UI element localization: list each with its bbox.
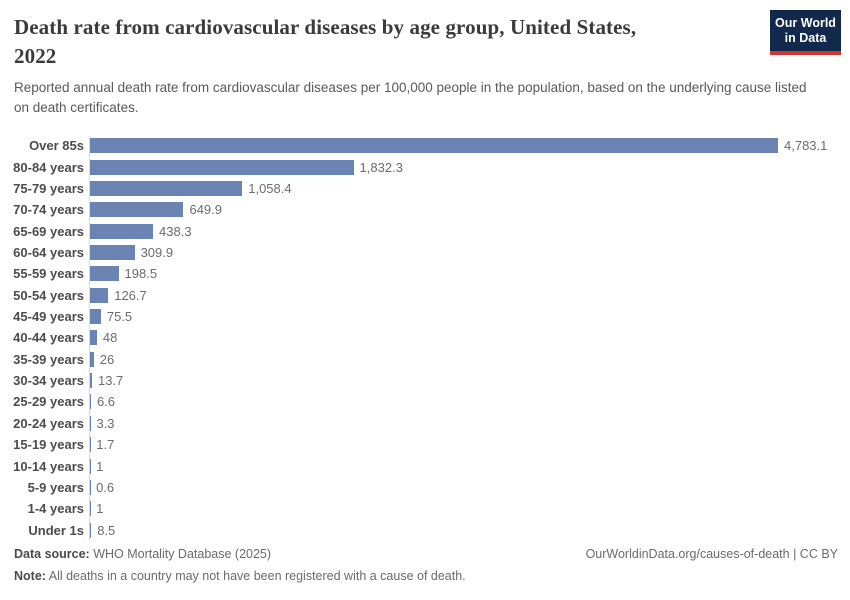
category-label: 80-84 years: [13, 159, 84, 175]
value-label: 309.9: [140, 244, 174, 260]
value-label: 649.9: [189, 202, 223, 218]
bar: [90, 373, 92, 389]
category-label: 5-9 years: [27, 479, 84, 495]
bar: [90, 159, 354, 175]
value-label: 3.3: [96, 415, 115, 431]
bar: [90, 223, 154, 239]
value-label: 126.7: [114, 287, 147, 303]
bar: [90, 330, 97, 346]
category-label: Under 1s: [28, 522, 84, 538]
value-label: 48: [102, 330, 118, 346]
footer-source-line: Data source: WHO Mortality Database (202…: [14, 543, 838, 565]
category-label: 35-39 years: [13, 351, 84, 367]
chart-rows: Over 85s 4,783.1 80-84 years 1,832.3 75-79 y…: [0, 135, 850, 541]
bar: [90, 394, 91, 410]
bar-row: 20-24 years 3.3: [0, 413, 850, 434]
value-label: 8.5: [97, 522, 116, 538]
y-axis-line: [89, 136, 90, 540]
data-source-label: Data source:: [14, 547, 90, 561]
value-label: 1.7: [96, 437, 115, 453]
bar: [90, 202, 184, 218]
bar-row: Over 85s 4,783.1: [0, 135, 850, 156]
value-label: 1: [96, 458, 104, 474]
bar: [90, 522, 92, 538]
chart-footer: Data source: WHO Mortality Database (202…: [14, 543, 838, 587]
value-label: 6.6: [96, 394, 116, 410]
value-label: 26: [99, 351, 115, 367]
bar-row: 15-19 years 1.7: [0, 434, 850, 455]
bar: [90, 287, 109, 303]
owid-logo-line2: in Data: [784, 31, 827, 45]
bar-row: 60-64 years 309.9: [0, 242, 850, 263]
value-label: 198.5: [124, 266, 158, 282]
data-source-text: WHO Mortality Database (2025): [89, 547, 272, 561]
category-label: 45-49 years: [13, 309, 84, 325]
bar-row: 70-74 years 649.9: [0, 199, 850, 220]
bar-row: Under 1s 8.5: [0, 519, 850, 540]
category-label: 10-14 years: [13, 458, 84, 474]
bar-row: 35-39 years 26: [0, 349, 850, 370]
category-label: Over 85s: [29, 138, 84, 154]
bar-row: 1-4 years 1: [0, 498, 850, 519]
page-title-line2: 2022: [14, 44, 57, 68]
bar-row: 50-54 years 126.7: [0, 285, 850, 306]
category-label: 25-29 years: [13, 394, 84, 410]
bar: [90, 351, 94, 367]
bar-row: 10-14 years 1: [0, 455, 850, 476]
footer-note-line: Note: All deaths in a country may not ha…: [14, 565, 838, 587]
bar: [90, 266, 119, 282]
note-text: All deaths in a country may not have bee…: [45, 569, 466, 583]
category-label: 15-19 years: [13, 437, 84, 453]
owid-logo[interactable]: Our World in Data: [770, 10, 841, 55]
category-label: 30-34 years: [13, 373, 84, 389]
bar-row: 30-34 years 13.7: [0, 370, 850, 391]
value-label: 1: [96, 501, 104, 517]
chart-subtitle: Reported annual death rate from cardiova…: [14, 80, 807, 115]
bar: [90, 309, 101, 325]
bar: [90, 244, 135, 260]
bar-row: 40-44 years 48: [0, 327, 850, 348]
category-label: 50-54 years: [13, 287, 84, 303]
bar-row: 45-49 years 75.5: [0, 306, 850, 327]
bar: [90, 138, 778, 154]
category-label: 70-74 years: [13, 202, 84, 218]
value-label: 13.7: [97, 373, 124, 389]
page-title-line1: Death rate from cardiovascular diseases …: [14, 15, 637, 39]
bar-row: 65-69 years 438.3: [0, 220, 850, 241]
category-label: 60-64 years: [13, 244, 84, 260]
value-label: 0.6: [96, 479, 115, 495]
bar-row: 75-79 years 1,058.4: [0, 178, 850, 199]
bar-row: 25-29 years 6.6: [0, 391, 850, 412]
category-label: 1-4 years: [27, 501, 84, 517]
page-title: Death rate from cardiovascular diseases …: [14, 13, 764, 71]
data-source: Data source: WHO Mortality Database (202…: [14, 543, 271, 565]
category-label: 55-59 years: [13, 266, 84, 282]
value-label: 75.5: [106, 309, 133, 325]
note-label: Note:: [14, 569, 46, 583]
value-label: 1,832.3: [359, 159, 403, 175]
category-label: 65-69 years: [13, 223, 84, 239]
value-label: 438.3: [159, 223, 192, 239]
bar-row: 5-9 years 0.6: [0, 477, 850, 498]
attribution-link[interactable]: OurWorldinData.org/causes-of-death | CC …: [585, 547, 838, 561]
value-label: 4,783.1: [784, 138, 828, 154]
category-label: 40-44 years: [13, 330, 84, 346]
category-label: 75-79 years: [13, 180, 84, 196]
bar: [90, 180, 243, 196]
bar-row: 80-84 years 1,832.3: [0, 156, 850, 177]
value-label: 1,058.4: [248, 180, 292, 196]
owid-logo-line1: Our World: [775, 16, 836, 30]
chart-header: Death rate from cardiovascular diseases …: [0, 0, 850, 118]
category-label: 20-24 years: [13, 415, 84, 431]
bar-row: 55-59 years 198.5: [0, 263, 850, 284]
bar-chart: Over 85s 4,783.1 80-84 years 1,832.3 75-79 y…: [0, 135, 850, 541]
